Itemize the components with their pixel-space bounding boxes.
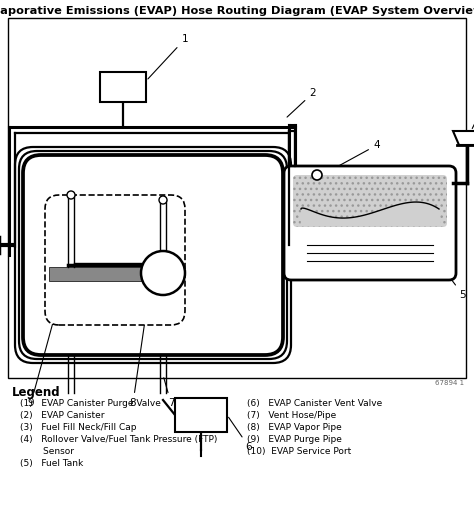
FancyBboxPatch shape [293,175,447,227]
Text: (7)   Vent Hose/Pipe: (7) Vent Hose/Pipe [247,411,336,420]
Text: 2: 2 [287,88,316,117]
Bar [49,267,181,281]
Text: (8)   EVAP Vapor Pipe: (8) EVAP Vapor Pipe [247,423,342,432]
Text: 10: 10 [0,507,1,508]
Text: Evaporative Emissions (EVAP) Hose Routing Diagram (EVAP System Overview): Evaporative Emissions (EVAP) Hose Routin… [0,6,474,16]
Circle shape [67,191,75,199]
Circle shape [159,196,167,204]
Text: (10)  EVAP Service Port: (10) EVAP Service Port [247,447,351,456]
Text: (3)   Fuel Fill Neck/Fill Cap: (3) Fuel Fill Neck/Fill Cap [20,423,137,432]
Text: 67894 1: 67894 1 [435,380,464,386]
Bar [8,18,466,378]
Text: 4: 4 [324,140,380,174]
Circle shape [312,170,322,180]
Text: (4)   Rollover Valve/Fuel Tank Pressure (FTP): (4) Rollover Valve/Fuel Tank Pressure (F… [20,435,218,444]
Text: Legend: Legend [12,386,61,399]
Text: 6: 6 [228,417,252,452]
Polygon shape [453,131,474,145]
Text: (2)   EVAP Canister: (2) EVAP Canister [20,411,104,420]
Text: (9)   EVAP Purge Pipe: (9) EVAP Purge Pipe [247,435,342,444]
Text: 1: 1 [148,34,188,79]
Bar [100,72,146,102]
Text: (1)   EVAP Canister Purge Valve: (1) EVAP Canister Purge Valve [20,399,161,408]
Circle shape [141,251,185,295]
Text: (6)   EVAP Canister Vent Valve: (6) EVAP Canister Vent Valve [247,399,382,408]
Text: Sensor: Sensor [20,447,74,456]
Text: (5)   Fuel Tank: (5) Fuel Tank [20,459,83,468]
FancyBboxPatch shape [45,195,185,325]
Text: 8: 8 [130,296,149,408]
Text: 5: 5 [441,265,466,300]
FancyBboxPatch shape [23,155,283,355]
Bar [175,398,227,432]
Text: 3: 3 [472,98,474,129]
Text: 9: 9 [27,296,60,408]
Text: 7: 7 [164,377,174,408]
FancyBboxPatch shape [284,166,456,280]
